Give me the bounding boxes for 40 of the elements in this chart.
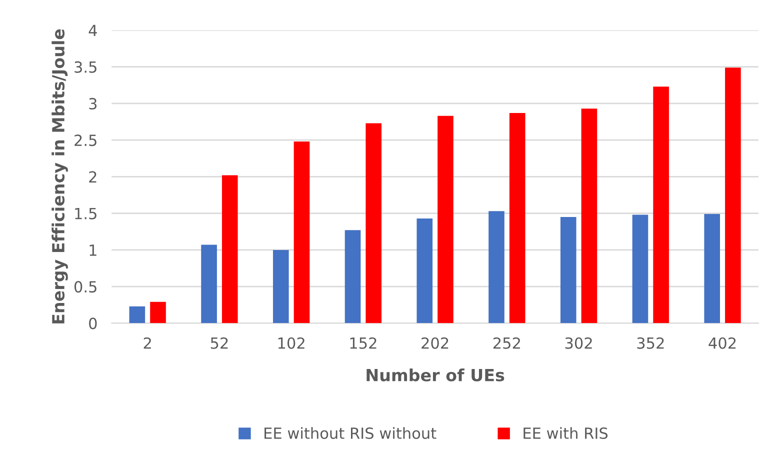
x-tick-label: 2 <box>144 337 151 349</box>
y-tick-label: 4 <box>88 24 97 36</box>
y-tick-label: 3 <box>89 98 97 110</box>
bar <box>129 306 146 324</box>
x-tick-label: 302 <box>565 337 592 349</box>
legend-label: EE with RIS <box>524 427 608 439</box>
bar <box>438 116 454 324</box>
x-tick-label: 252 <box>493 337 520 349</box>
y-tick-label: 0 <box>89 318 97 330</box>
x-tick-label: 202 <box>422 337 448 349</box>
bar <box>704 214 720 324</box>
bar <box>632 214 648 324</box>
bar <box>201 244 217 324</box>
bar <box>560 216 576 324</box>
y-tick-label: 1.5 <box>75 208 96 220</box>
y-axis-title: Energy Efficiency in Mbits/Joule <box>52 29 68 324</box>
bar <box>222 175 238 324</box>
x-axis-title: Number of UEs <box>366 368 504 382</box>
bar <box>581 108 598 324</box>
bar <box>366 123 382 324</box>
x-tick-label: 102 <box>278 337 304 349</box>
bar <box>416 218 433 324</box>
x-tick-label: 402 <box>708 337 736 349</box>
bar <box>509 112 526 324</box>
y-tick-label: 1 <box>90 244 96 256</box>
bar <box>294 142 310 324</box>
y-tick-label: 3.5 <box>74 61 96 73</box>
legend-label: EE without RIS without <box>264 427 436 439</box>
y-tick-label: 2.5 <box>74 134 96 146</box>
x-tick-label: 52 <box>210 337 228 349</box>
x-tick-label: 352 <box>637 337 664 349</box>
x-tick-label: 152 <box>350 337 376 349</box>
bar <box>488 211 504 324</box>
bar <box>653 86 669 324</box>
bar <box>344 230 361 324</box>
bar <box>272 250 289 324</box>
bar <box>725 68 741 324</box>
bar <box>150 302 166 324</box>
y-tick-label: 0.5 <box>74 281 96 293</box>
y-tick-label: 2 <box>89 171 96 183</box>
